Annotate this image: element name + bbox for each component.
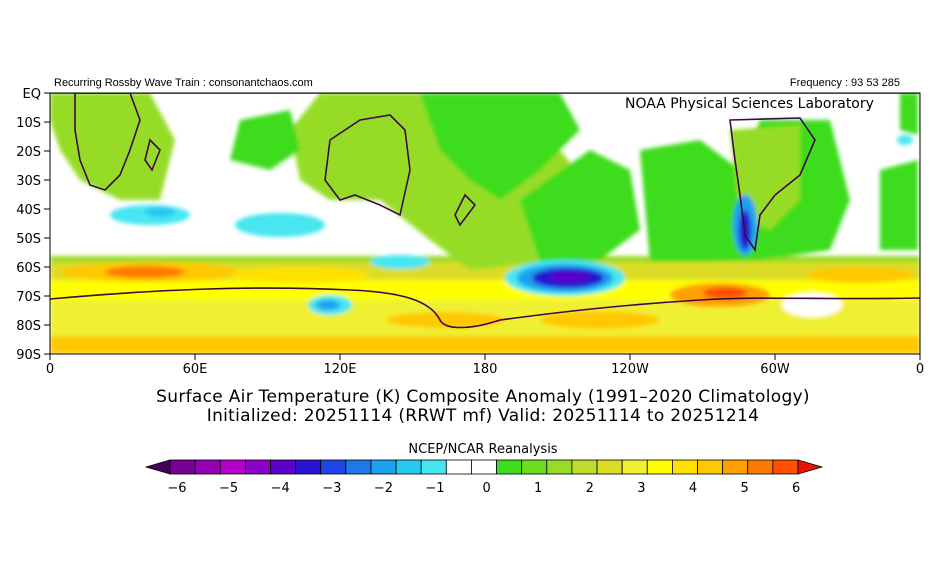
colorbar-cell <box>370 459 397 475</box>
south-america-coast <box>729 117 816 253</box>
colorbar-cell <box>295 459 322 475</box>
colorbar-tick-label: 3 <box>637 481 645 496</box>
new-zealand-coast <box>454 193 477 227</box>
map-field <box>50 93 920 354</box>
lon-label: 120W <box>611 362 649 377</box>
lon-label: 180 <box>473 362 498 377</box>
colorbar-cell <box>270 459 297 475</box>
africa-coast <box>74 93 141 191</box>
colorbar-tick-label: 6 <box>792 481 800 496</box>
lat-label: 10S <box>16 116 41 131</box>
colorbar-cell <box>672 459 698 475</box>
colorbar-tick-label: −6 <box>167 481 186 496</box>
lat-label: 30S <box>16 174 41 189</box>
colorbar-tick-label: 2 <box>586 481 594 496</box>
colorbar-tick-label: −5 <box>219 481 238 496</box>
colorbar-cell <box>646 459 673 475</box>
lon-label: 60W <box>760 362 790 377</box>
colorbar-title: NCEP/NCAR Reanalysis <box>408 442 558 457</box>
colorbar-tick-label: −2 <box>374 481 393 496</box>
lat-label: EQ <box>23 87 41 102</box>
map-title-line2: Initialized: 20251114 (RRWT mf) Valid: 2… <box>206 406 760 426</box>
lat-label: 50S <box>16 232 41 247</box>
lon-label: 0 <box>46 362 54 377</box>
colorbar-cell <box>747 459 774 475</box>
colorbar-cell <box>219 459 246 475</box>
colorbar-cell <box>496 459 523 475</box>
colorbar-cell <box>320 459 347 475</box>
colorbar-cell <box>395 459 422 475</box>
colorbar-cell <box>722 459 749 475</box>
colorbar-cell <box>445 459 472 475</box>
colorbar-cell <box>194 459 221 475</box>
lon-label: 60E <box>183 362 208 377</box>
colorbar-arrow-low <box>144 459 171 475</box>
colorbar-tick-label: 4 <box>689 481 697 496</box>
colorbar-cell <box>345 459 372 475</box>
colorbar-cell <box>596 459 623 475</box>
colorbar-tick-label: −1 <box>425 481 444 496</box>
lat-label: 90S <box>16 348 41 363</box>
colorbar-cell <box>420 459 447 475</box>
lab-label: NOAA Physical Sciences Laboratory <box>625 96 874 112</box>
antarctica-coast <box>50 287 920 329</box>
colorbar-cell <box>169 459 196 475</box>
lat-label: 20S <box>16 145 41 160</box>
lon-label: 120E <box>323 362 356 377</box>
colorbar-cell <box>471 459 497 475</box>
colorbar-cell <box>772 459 799 475</box>
lat-label: 40S <box>16 203 41 218</box>
lat-label: 80S <box>16 319 41 334</box>
map-title-line1: Surface Air Temperature (K) Composite An… <box>156 387 810 407</box>
header-left-text: Recurring Rossby Wave Train : consonantc… <box>54 77 313 89</box>
colorbar-cell <box>697 459 724 475</box>
lon-label: 0 <box>916 362 924 377</box>
colorbar-cell <box>244 459 271 475</box>
colorbar-cell <box>571 459 598 475</box>
colorbar-tick-label: 0 <box>482 481 490 496</box>
colorbar-tick-label: 5 <box>740 481 748 496</box>
madagascar-coast <box>144 138 161 172</box>
lat-label: 60S <box>16 261 41 276</box>
colorbar-cell <box>521 459 548 475</box>
colorbar-tick-label: −4 <box>271 481 290 496</box>
colorbar-arrow-high <box>797 459 824 475</box>
australia-coast <box>324 114 411 217</box>
colorbar-tick-label: 1 <box>534 481 542 496</box>
colorbar-tick-label: −3 <box>322 481 341 496</box>
lat-label: 70S <box>16 290 41 305</box>
colorbar-cell <box>621 459 648 475</box>
colorbar-cell <box>546 459 573 475</box>
header-right-text: Frequency : 93 53 285 <box>789 77 900 89</box>
